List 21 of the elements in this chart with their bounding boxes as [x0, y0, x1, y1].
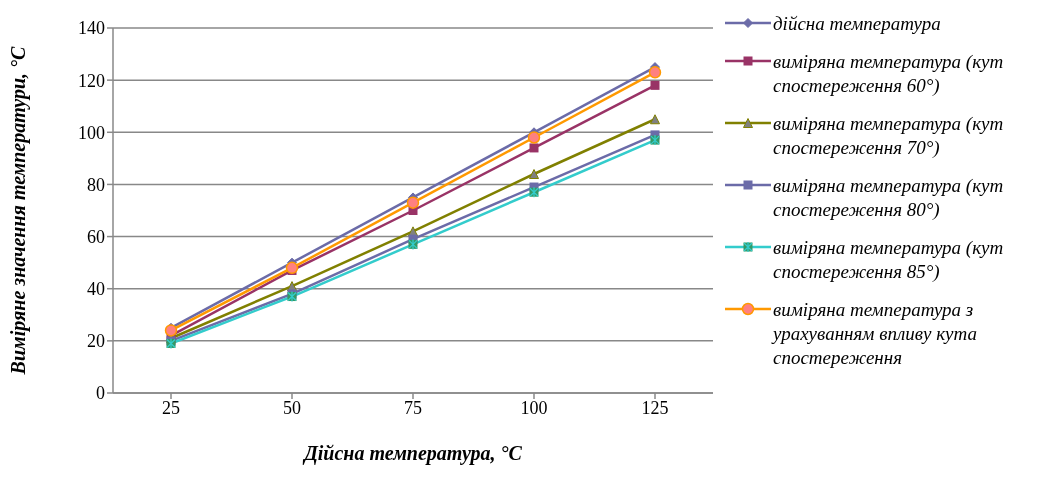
- legend-label: виміряна температура (кут спостереження 70°): [773, 112, 1005, 160]
- x-tick-label: 25: [162, 397, 180, 418]
- y-tick-label: 0: [96, 383, 105, 404]
- y-tick-label: 20: [87, 331, 105, 352]
- x-tick-label: 125: [641, 397, 669, 418]
- legend-label: дійсна температура: [773, 12, 941, 36]
- legend-label: виміряна температура (кут спостереження 60°): [773, 50, 1005, 98]
- y-tick-label: 120: [78, 70, 105, 91]
- x-tick-label: 50: [283, 397, 301, 418]
- y-tick-label: 80: [87, 174, 105, 195]
- y-tick-label: 140: [78, 18, 105, 39]
- x-tick-label: 75: [404, 397, 422, 418]
- legend-label: виміряна температура з урахуванням впливу кута спостереження: [773, 298, 978, 370]
- x-tick-label: 100: [520, 397, 548, 418]
- legend-label: виміряна температура (кут спостереження 80°): [773, 174, 1005, 222]
- y-tick-label: 100: [78, 122, 105, 143]
- y-tick-label: 60: [87, 226, 105, 247]
- y-tick-label: 40: [87, 279, 105, 300]
- legend-label: виміряна температура (кут спостереження 85°): [773, 236, 1005, 284]
- y-axis-title: Виміряне значення температури, °C: [7, 45, 31, 376]
- x-axis-title: Дійсна температура, °C: [302, 442, 523, 465]
